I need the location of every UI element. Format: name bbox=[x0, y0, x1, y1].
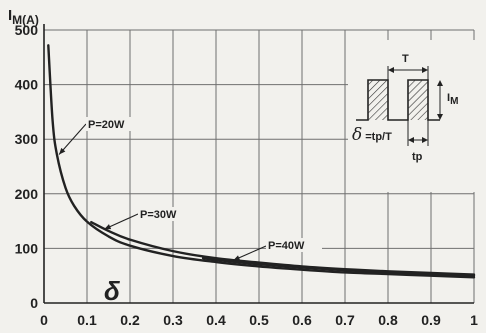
y-tick-label: 0 bbox=[30, 295, 38, 311]
x-tick-label: 0.5 bbox=[249, 312, 269, 328]
x-tick-label: 0.4 bbox=[206, 312, 226, 328]
y-tick-label: 400 bbox=[15, 77, 39, 93]
series-label: P=30W bbox=[140, 209, 177, 221]
period-arrow-head-left bbox=[388, 67, 394, 73]
series-line-1 bbox=[47, 44, 476, 279]
series-label: P=20W bbox=[88, 119, 125, 131]
series-label-bg bbox=[266, 238, 322, 252]
pulse-hatch-1 bbox=[368, 80, 388, 120]
series-label-bg bbox=[138, 207, 194, 221]
y-axis-title-main: I bbox=[8, 7, 12, 24]
current-label-main: I bbox=[447, 92, 450, 104]
pulse-hatch-2 bbox=[408, 80, 428, 120]
period-arrow-head-right bbox=[422, 67, 428, 73]
current-arrow-head-bottom bbox=[437, 114, 443, 120]
duty-formula-symbol: δ bbox=[352, 125, 362, 145]
series-label-arrow bbox=[104, 224, 112, 230]
period-label: T bbox=[402, 53, 409, 65]
x-tick-label: 0.3 bbox=[163, 312, 183, 328]
x-tick-label: 0.8 bbox=[378, 312, 398, 328]
x-tick-label: 0 bbox=[40, 312, 48, 328]
current-label: IM bbox=[447, 92, 458, 107]
current-label-sub: M bbox=[450, 96, 458, 107]
axes bbox=[43, 24, 474, 304]
duty-formula-text: =tp/T bbox=[365, 131, 392, 143]
series-labels: P=20W P=30W P=40W bbox=[58, 117, 322, 261]
current-arrow-head-top bbox=[437, 80, 443, 86]
x-tick-label: 0.7 bbox=[335, 312, 355, 328]
y-tick-label: 300 bbox=[15, 131, 39, 147]
series-label: P=40W bbox=[268, 240, 305, 252]
duty-formula: δ =tp/T bbox=[352, 125, 392, 145]
y-tick-label: 500 bbox=[15, 22, 39, 38]
tick-labels: 0 0.1 0.2 0.3 0.4 0.5 0.6 0.7 0.8 0.9 1 0 100 200 300 4… bbox=[15, 22, 478, 328]
x-tick-label: 0.6 bbox=[292, 312, 312, 328]
pulse-arrow-head-left bbox=[408, 137, 414, 143]
inset-diagram: T IM tp δ =tp/T bbox=[348, 40, 476, 192]
series-line-3 bbox=[201, 257, 476, 277]
y-tick-label: 100 bbox=[15, 240, 39, 256]
series-label-bg bbox=[86, 117, 142, 131]
pulse-arrow-head-right bbox=[422, 137, 428, 143]
x-axis-symbol: δ bbox=[104, 276, 120, 306]
y-tick-label: 200 bbox=[15, 186, 39, 202]
x-tick-label: 0.9 bbox=[421, 312, 441, 328]
series-label-leader bbox=[58, 123, 87, 155]
series-label-arrow bbox=[59, 147, 66, 155]
pulse-label: tp bbox=[412, 151, 423, 163]
y-axis-title: IM(A) bbox=[8, 7, 39, 27]
y-axis-title-sub: M(A) bbox=[12, 13, 39, 27]
series bbox=[47, 44, 476, 279]
series-label-arrow bbox=[233, 255, 241, 261]
x-tick-label: 1 bbox=[470, 312, 478, 328]
x-tick-label: 0.1 bbox=[77, 312, 97, 328]
x-tick-label: 0.2 bbox=[120, 312, 140, 328]
